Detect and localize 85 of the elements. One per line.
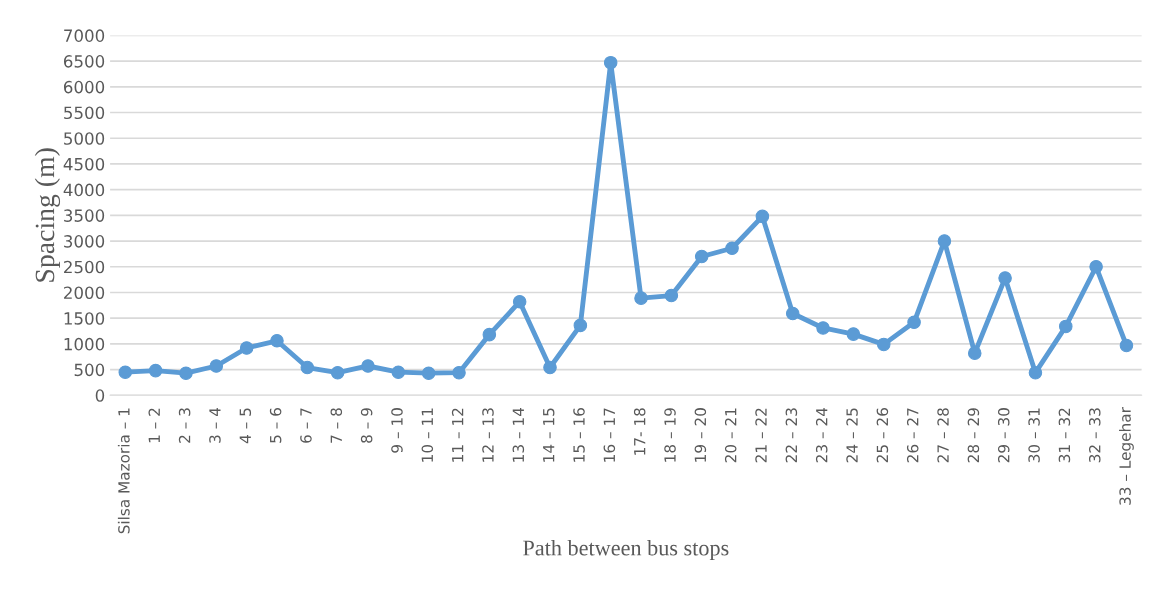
point: [1089, 259, 1103, 274]
y-tick-label: 3500: [64, 209, 105, 222]
x-tick-label: 24 – 25: [846, 408, 858, 463]
x-tick-label: 6 – 7: [300, 408, 312, 443]
point: [816, 321, 830, 335]
x-tick-label: 10 – 11: [421, 408, 434, 462]
x-tick-label: 2 – 3: [178, 408, 191, 443]
point: [967, 346, 982, 360]
x-tick-label: 33 – Legehar: [1119, 407, 1134, 505]
x-tick-label: 30 – 31: [1028, 408, 1040, 463]
point: [664, 288, 679, 303]
y-tick-label: 6000: [63, 80, 105, 94]
y-tick-label: 4000: [63, 183, 105, 197]
point: [573, 318, 588, 333]
point: [907, 315, 921, 330]
x-tick-label: Silsa Mazoria – 1: [117, 408, 130, 534]
x-tick-label: 29 – 30: [997, 408, 1010, 463]
point: [512, 294, 527, 309]
x-tick-label: 21 – 22: [755, 408, 767, 463]
y-tick-label: 5500: [64, 106, 105, 120]
point: [148, 363, 163, 378]
point: [755, 209, 770, 224]
point: [421, 366, 436, 380]
point: [209, 359, 224, 373]
x-tick-label: 5 – 6: [269, 408, 282, 443]
x-tick-label: 8 – 9: [360, 408, 373, 443]
point: [725, 241, 739, 256]
x-tick-label: 28 – 29: [967, 408, 980, 463]
y-tick-label: 500: [74, 363, 105, 377]
point: [876, 337, 891, 352]
point: [1028, 365, 1043, 380]
point: [998, 271, 1012, 285]
point: [118, 365, 133, 379]
x-tick-label: 13 – 14: [512, 407, 525, 462]
y-tick-label: 4500: [63, 157, 105, 171]
x-tick-label: 15 – 16: [573, 408, 585, 462]
point: [391, 365, 406, 379]
point: [1119, 338, 1134, 353]
x-tick-label: 26 – 27: [906, 408, 919, 463]
point: [694, 249, 709, 264]
x-tick-label: 7 – 8: [330, 408, 343, 443]
x-tick-label: 23 – 24: [815, 407, 828, 463]
x-tick-label: 32 – 33: [1088, 408, 1101, 463]
y-tick-label: 2500: [64, 260, 105, 274]
y-tick-label: 1000: [64, 337, 105, 351]
point: [239, 341, 254, 355]
x-tick-label: 12 – 13: [482, 408, 494, 462]
x-tick-label: 14 – 15: [543, 408, 555, 462]
x-tick-label: 27 – 28: [937, 408, 949, 463]
point: [482, 327, 497, 342]
x-tick-label: 4 – 5: [239, 408, 252, 444]
y-tick-label: 3000: [64, 235, 105, 248]
y-axis-title: Spacing (m): [34, 148, 61, 282]
x-tick-label: 18 – 19: [664, 408, 676, 462]
point: [179, 366, 193, 380]
point: [1059, 319, 1073, 334]
point: [270, 334, 284, 348]
x-tick-label: 20 – 21: [724, 408, 737, 463]
y-tick-label: 7000: [64, 29, 105, 42]
point: [361, 359, 375, 373]
y-tick-label: 2000: [64, 286, 105, 300]
point: [603, 55, 618, 70]
point: [452, 365, 466, 380]
x-tick-label: 9 – 10: [391, 408, 403, 453]
y-tick-label: 5000: [64, 132, 105, 145]
x-tick-label: 17- 18: [633, 408, 646, 455]
x-tick-label: 22 – 23: [785, 408, 798, 463]
point: [634, 291, 648, 305]
x-tick-label: 25 – 26: [876, 408, 889, 463]
point: [543, 360, 557, 375]
x-tick-label: 19 – 20: [694, 408, 707, 462]
point: [330, 365, 345, 380]
y-tick-label: 6500: [63, 55, 105, 68]
point: [937, 234, 952, 248]
point: [785, 306, 800, 321]
x-tick-label: 3 – 4: [209, 407, 221, 443]
x-tick-label: 31 – 32: [1058, 408, 1071, 463]
point: [846, 327, 861, 341]
x-tick-label: 1 – 2: [148, 408, 160, 443]
y-tick-label: 1500: [64, 312, 105, 325]
point: [300, 360, 315, 375]
x-tick-label: 16 – 17: [603, 408, 616, 462]
x-tick-label: 11 – 12: [451, 408, 464, 462]
x-axis-title: Path between bus stops: [523, 539, 729, 561]
y-tick-label: 0: [95, 389, 105, 402]
